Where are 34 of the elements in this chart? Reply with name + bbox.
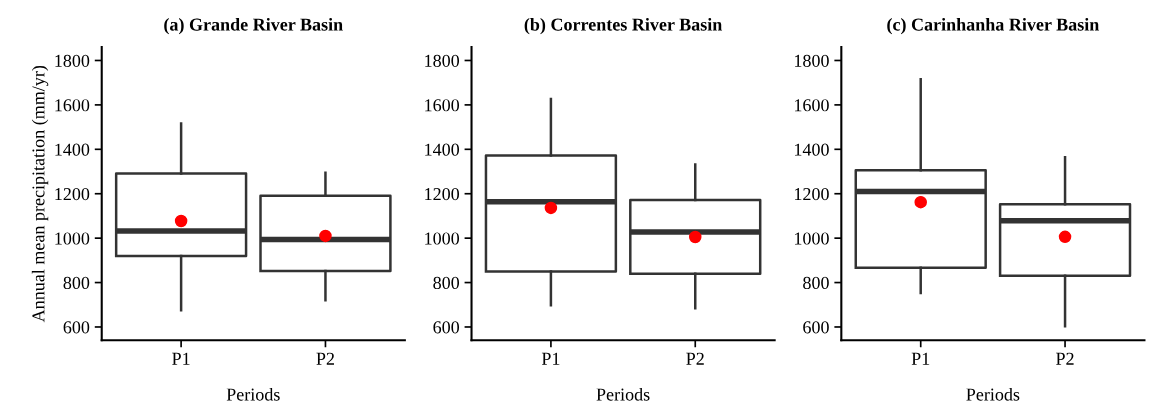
y-tick-label: 1400	[425, 143, 460, 156]
y-tick-label: 1800	[55, 54, 90, 67]
y-tick-label: 1400	[795, 143, 829, 156]
x-tick-label: P2	[686, 352, 704, 365]
x-axis-title: Periods	[596, 387, 650, 401]
y-tick-label: 800	[433, 276, 460, 289]
y-tick-label: 1600	[425, 99, 460, 112]
chart-title: (a) Grande River Basin	[164, 17, 343, 35]
y-tick-label: 600	[433, 321, 460, 334]
y-tick-label: 1600	[795, 99, 829, 112]
y-tick-label: 1200	[55, 187, 90, 201]
chart-title: (c) Carinhanha River Basin	[887, 17, 1100, 35]
x-axis-title: Periods	[966, 387, 1020, 401]
x-tick-label: P2	[316, 352, 334, 365]
y-tick-label: 1000	[55, 232, 90, 245]
x-tick-label: P1	[172, 352, 190, 365]
x-axis-title: Periods	[226, 387, 280, 401]
y-tick-label: 1800	[795, 54, 829, 67]
y-tick-label: 1600	[55, 99, 90, 112]
chart-title: (b) Correntes River Basin	[524, 17, 723, 35]
x-tick-label: P1	[541, 352, 560, 365]
y-tick-label: 1400	[55, 143, 90, 156]
y-tick-label: 1200	[795, 187, 829, 201]
y-tick-label: 800	[803, 276, 829, 289]
y-axis-title: Annual mean precipitation (mm/yr)	[31, 65, 49, 323]
y-tick-label: 1000	[795, 232, 829, 245]
x-tick-label: P1	[911, 352, 930, 365]
y-tick-label: 1000	[425, 232, 460, 245]
y-tick-label: 1200	[425, 187, 460, 201]
x-tick-label: P2	[1056, 352, 1074, 365]
y-tick-label: 600	[803, 321, 829, 334]
y-tick-label: 1800	[425, 54, 460, 67]
y-tick-label: 600	[63, 321, 90, 334]
y-tick-label: 800	[63, 276, 90, 289]
